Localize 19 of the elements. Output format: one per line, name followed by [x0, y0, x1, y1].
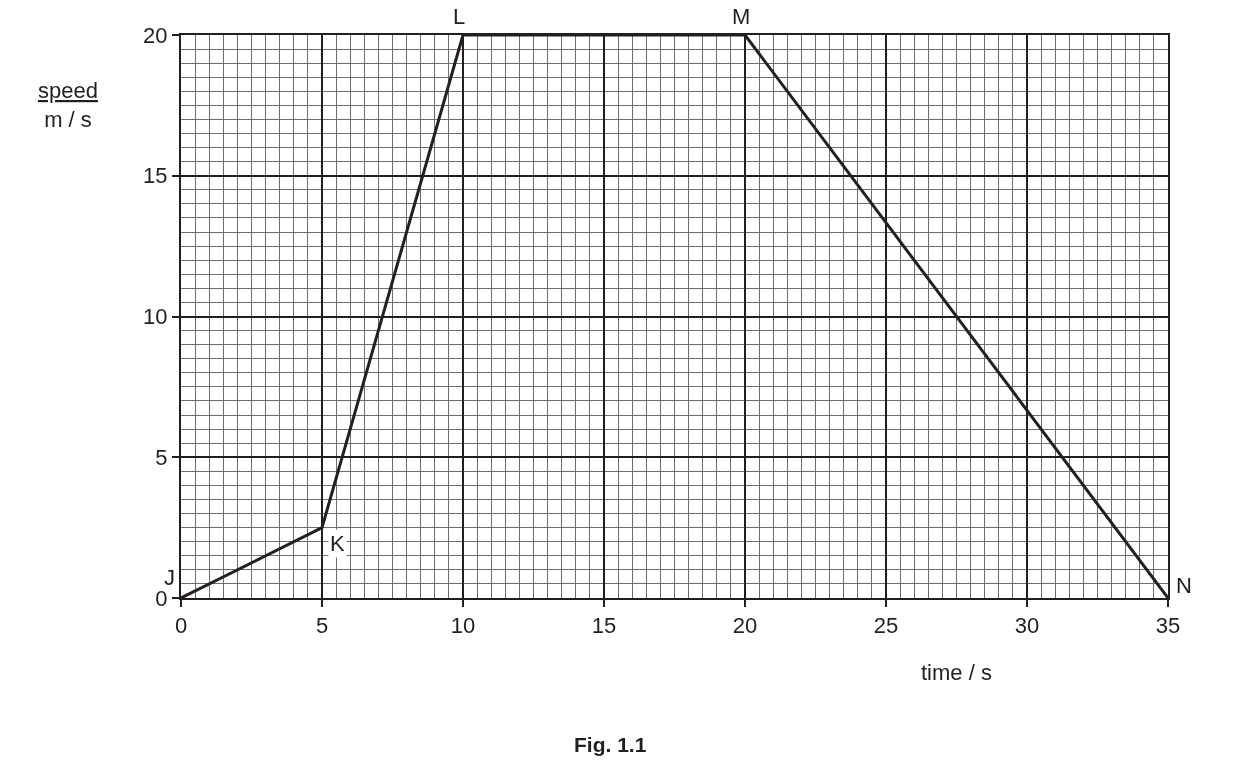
x-tick-label: 5	[315, 613, 329, 639]
annotation: N	[1176, 573, 1192, 598]
y-tick-label: 10	[143, 304, 168, 330]
y-tick-label: 5	[155, 444, 168, 470]
x-tick-label: 35	[1155, 613, 1181, 639]
x-tick-label: 10	[450, 613, 476, 639]
annotation: M	[732, 4, 751, 29]
y-tick-label: 15	[143, 163, 168, 189]
caption: Fig. 1.1	[574, 733, 647, 756]
y-axis-title: speed m / s	[38, 78, 98, 132]
x-tick-label: 25	[873, 613, 899, 639]
x-tick-label: 0	[174, 613, 188, 639]
annotation: L	[453, 4, 466, 29]
x-tick-label: 15	[591, 613, 617, 639]
annotation: K	[330, 531, 345, 556]
x-tick-label: 30	[1014, 613, 1040, 639]
x-axis-title: time / s	[921, 660, 992, 685]
x-tick-label: 20	[732, 613, 758, 639]
y-tick-label: 20	[143, 22, 168, 48]
